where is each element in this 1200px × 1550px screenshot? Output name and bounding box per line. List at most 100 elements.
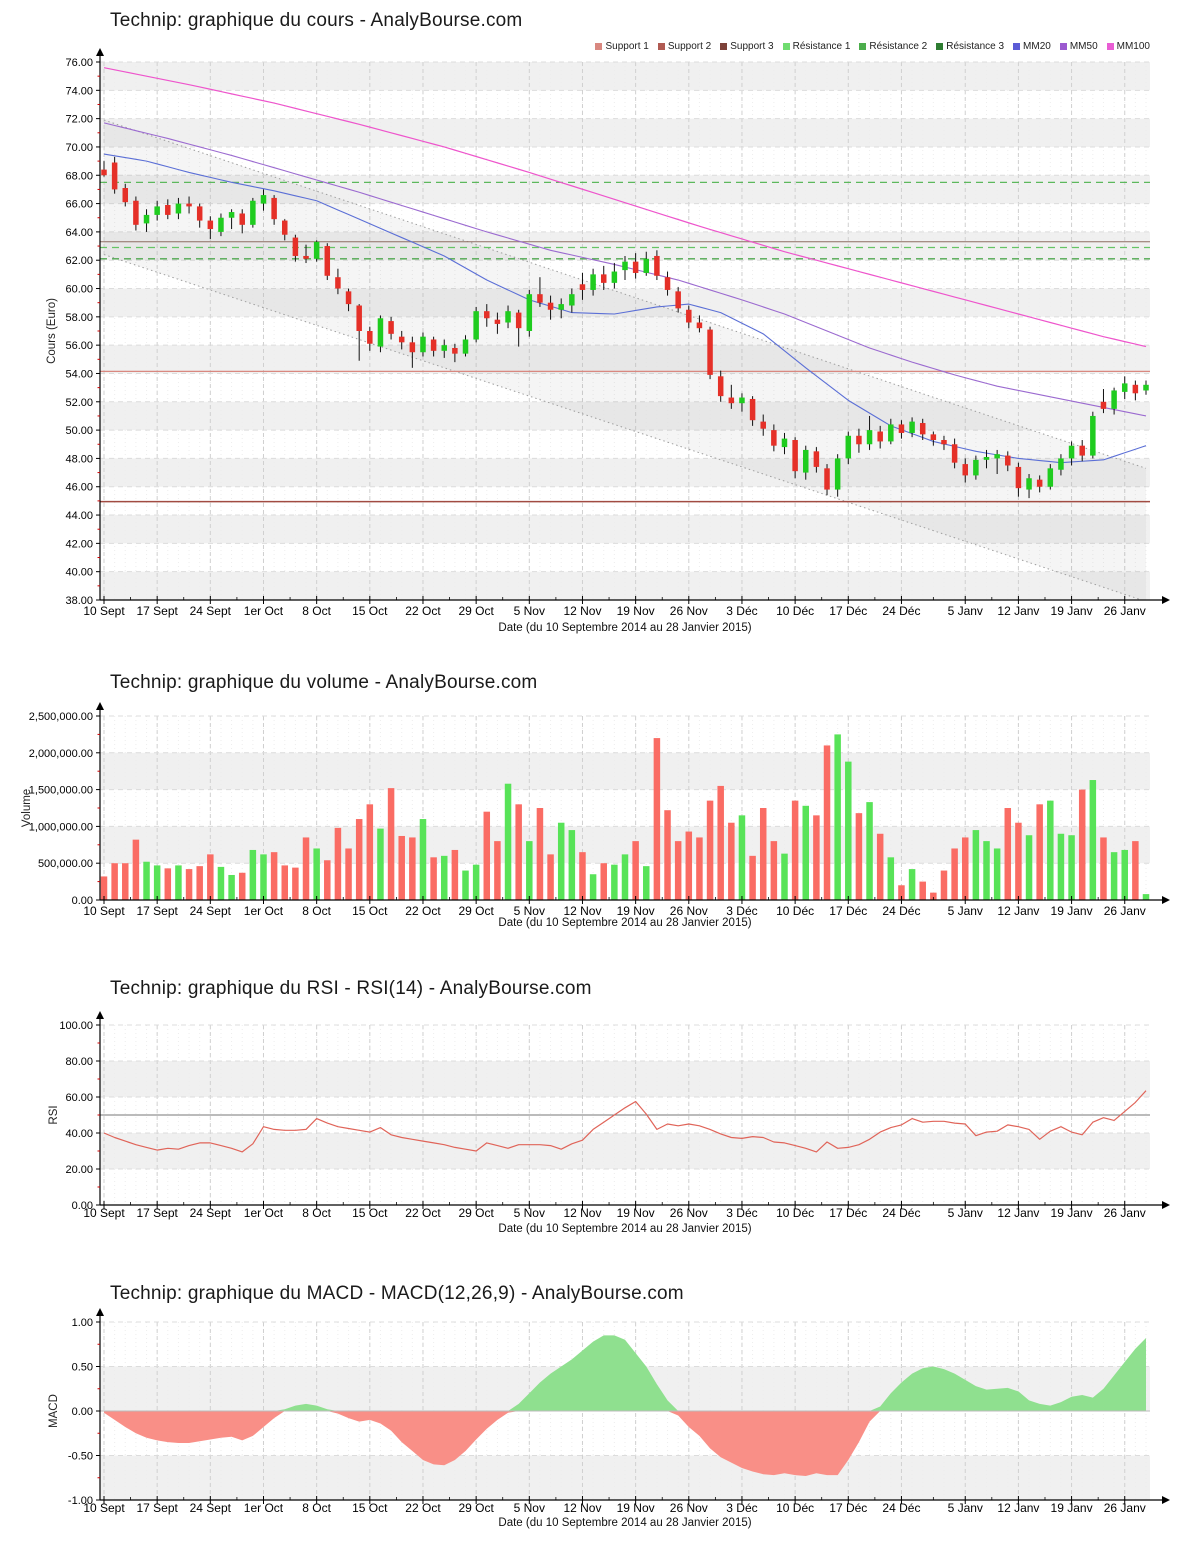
x-tick-label: 22 Oct: [405, 604, 441, 618]
band: [100, 1061, 1150, 1097]
volume-bar: [845, 761, 852, 900]
x-tick-label: 10 Sept: [83, 1501, 125, 1515]
x-tick-label: 17 Sept: [136, 904, 178, 918]
volume-bar: [483, 811, 491, 900]
volume-bar: [664, 810, 671, 900]
x-axis-arrow: [1162, 596, 1170, 604]
x-tick-label: 15 Oct: [352, 604, 388, 618]
x-tick-label: 15 Oct: [352, 904, 388, 918]
x-tick-label: 8 Oct: [302, 904, 331, 918]
volume-bar: [696, 837, 703, 900]
band: [100, 752, 1150, 790]
channel-line-lower: [103, 254, 1144, 600]
mm100-line: [103, 67, 1147, 348]
candle-down: [186, 203, 192, 207]
volume-bar: [749, 855, 756, 900]
volume-bar: [813, 815, 820, 900]
candle-up: [739, 397, 745, 404]
y-tick-label: 64.00: [65, 227, 93, 239]
volume-bar: [919, 881, 926, 900]
candle-up: [834, 458, 841, 490]
volume-bar: [100, 876, 108, 900]
candle-up: [420, 336, 426, 353]
candle-down: [1036, 479, 1043, 487]
candle-down: [324, 246, 331, 276]
volume-bar: [898, 885, 905, 900]
volume-bar: [1004, 808, 1012, 900]
y-tick-label: 0.00: [72, 895, 93, 907]
volume-y-axis-label: Volume: [21, 789, 33, 827]
legend-label: Support 2: [667, 41, 712, 52]
volume-bar: [345, 848, 352, 900]
candle-down: [728, 397, 735, 404]
candle-down: [930, 434, 937, 441]
candle-up: [228, 212, 235, 218]
candle-down: [398, 336, 405, 343]
candle-up: [590, 274, 596, 290]
macd-area-negative: [104, 1411, 1146, 1476]
legend-label: Support 3: [730, 41, 774, 52]
x-tick-label: 3 Déc: [726, 1501, 757, 1515]
volume-bar: [632, 841, 639, 900]
x-tick-label: 19 Nov: [617, 1501, 655, 1515]
x-tick-label: 8 Oct: [302, 1206, 331, 1220]
y-tick-label: 58.00: [65, 312, 93, 324]
candle-up: [1058, 458, 1064, 470]
x-tick-label: 29 Oct: [458, 1206, 494, 1220]
candle-down: [1079, 445, 1085, 456]
band: [100, 571, 1150, 600]
candle-down: [303, 255, 309, 259]
price-chart-legend: Support 1 Support 2 Support 3 Résistance 1 R…: [595, 41, 1150, 52]
volume-bar: [600, 863, 607, 900]
candle-down: [515, 312, 522, 329]
x-tick-label: 17 Déc: [829, 1501, 867, 1515]
volume-bar: [557, 822, 565, 900]
volume-bar: [653, 738, 661, 900]
price-y-axis-label: Cours (Euro): [46, 298, 58, 364]
x-tick-label: 1er Oct: [244, 604, 284, 618]
candle-up: [983, 457, 990, 460]
legend-label: MM20: [1023, 41, 1051, 52]
candle-up: [505, 311, 511, 323]
volume-bar: [823, 745, 831, 900]
candle-down: [207, 220, 214, 230]
candle-down: [122, 188, 129, 203]
x-tick-label: 17 Sept: [136, 604, 178, 618]
legend-chip: [720, 42, 728, 50]
x-tick-label: 5 Janv: [948, 1501, 983, 1515]
channel-group: [103, 119, 1147, 600]
y-tick-label: 66.00: [65, 199, 93, 211]
candle-down: [951, 444, 958, 463]
candle-down: [941, 440, 947, 445]
x-tick-label: 5 Nov: [514, 904, 545, 918]
x-tick-label: 17 Déc: [829, 604, 867, 618]
x-tick-label: 8 Oct: [302, 1501, 331, 1515]
candle-up: [462, 339, 469, 354]
legend-chip: [1106, 42, 1114, 50]
x-tick-label: 29 Oct: [458, 904, 494, 918]
volume-bar: [440, 855, 448, 900]
volume-bar: [1036, 804, 1043, 900]
x-tick-label: 24 Sept: [190, 1206, 232, 1220]
volume-bar: [930, 892, 937, 900]
y-axis-arrow: [96, 48, 104, 56]
volume-bar: [132, 839, 140, 900]
volume-bar: [419, 819, 427, 900]
candle-down: [579, 284, 586, 290]
volume-bar: [207, 854, 214, 900]
volume-bar: [175, 865, 182, 900]
y-tick-label: 1.00: [72, 1317, 93, 1329]
x-tick-label: 5 Nov: [514, 604, 545, 618]
volume-bar: [1047, 800, 1054, 900]
legend-chip: [595, 42, 603, 50]
candle-down: [271, 197, 277, 220]
x-tick-label: 24 Déc: [882, 1501, 920, 1515]
volume-bar: [1121, 849, 1128, 900]
volume-bar: [409, 837, 416, 900]
y-tick-label: 44.00: [65, 510, 93, 522]
candle-down: [1100, 401, 1107, 409]
x-tick-label: 3 Déc: [726, 904, 757, 918]
volume-bar: [185, 869, 193, 900]
legend-item: MM20: [1013, 41, 1051, 52]
